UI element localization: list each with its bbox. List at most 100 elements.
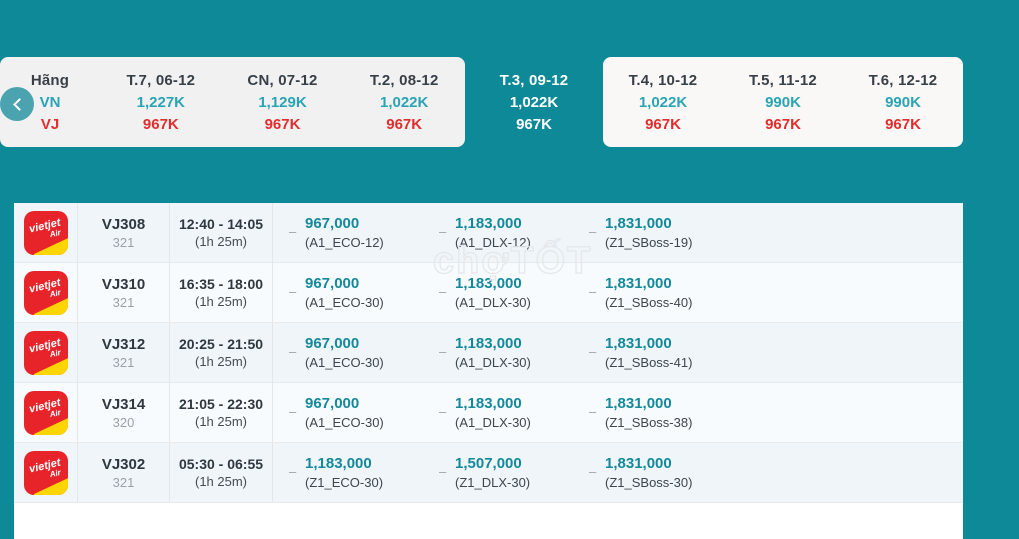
fare-option[interactable]: – 1,183,000 (A1_DLX-30) — [439, 275, 589, 310]
chevron-left-icon — [12, 97, 26, 111]
fare-option[interactable]: – 1,831,000 (Z1_SBoss-19) — [589, 215, 739, 250]
flight-number: VJ310 — [101, 275, 146, 293]
flight-duration: (1h 25m) — [194, 234, 248, 249]
flight-time-cell: 21:05 - 22:30 (1h 25m) — [170, 383, 273, 442]
flight-row-VJ308: vietjet Air VJ308 321 12:40 - 14:05 (1h 2… — [14, 203, 963, 263]
airline-vj-label: VJ — [40, 115, 60, 133]
vn-price-label: 990K — [885, 93, 921, 111]
vj-price-label: 967K — [264, 115, 301, 133]
fare-option[interactable]: – 967,000 (A1_ECO-30) — [289, 395, 439, 430]
fare-class: (A1_ECO-30) — [305, 295, 384, 310]
flight-number: VJ314 — [101, 395, 146, 413]
aircraft-type: 320 — [112, 414, 135, 430]
date-label: CN, 07-12 — [247, 71, 318, 89]
fare-dash: – — [589, 344, 597, 359]
vietjet-logo-icon: vietjet Air — [23, 270, 68, 315]
fare-option[interactable]: – 1,183,000 (A1_DLX-30) — [439, 335, 589, 370]
flight-duration: (1h 25m) — [194, 294, 248, 309]
vn-price-label: 1,022K — [379, 93, 429, 111]
vn-price-label: 990K — [765, 93, 801, 111]
fare-dash: – — [289, 224, 297, 239]
fare-dash: – — [589, 404, 597, 419]
fare-class: (A1_ECO-30) — [305, 355, 384, 370]
fare-options: – 1,183,000 (Z1_ECO-30) – 1,507,000 (Z1_… — [273, 443, 963, 502]
date-label: T.4, 10-12 — [628, 71, 698, 89]
fare-class: (A1_ECO-30) — [305, 415, 384, 430]
fare-class: (A1_DLX-12) — [455, 235, 531, 250]
aircraft-type: 321 — [112, 474, 135, 490]
fare-option[interactable]: – 1,183,000 (A1_DLX-30) — [439, 395, 589, 430]
fare-option[interactable]: – 967,000 (A1_ECO-30) — [289, 335, 439, 370]
fare-option[interactable]: – 1,183,000 (A1_DLX-12) — [439, 215, 589, 250]
fare-price: 1,183,000 — [455, 215, 522, 232]
fare-options: – 967,000 (A1_ECO-12) – 1,183,000 (A1_DL… — [273, 203, 963, 262]
fare-option[interactable]: – 1,507,000 (Z1_DLX-30) — [439, 455, 589, 490]
date-label: T.6, 12-12 — [868, 71, 938, 89]
fare-option[interactable]: – 1,831,000 (Z1_SBoss-30) — [589, 455, 739, 490]
date-column-4-selected[interactable]: T.3, 09-12 1,022K 967K — [465, 57, 603, 147]
flight-duration: (1h 25m) — [194, 414, 248, 429]
fare-price: 1,831,000 — [605, 455, 672, 472]
vn-price-label: 1,227K — [136, 93, 186, 111]
fare-dash: – — [289, 404, 297, 419]
flight-time-cell: 20:25 - 21:50 (1h 25m) — [170, 323, 273, 382]
departure-arrival-time: 05:30 - 06:55 — [178, 456, 264, 472]
fare-price: 967,000 — [305, 335, 360, 352]
fare-dash: – — [589, 284, 597, 299]
airline-logo-cell: vietjet Air — [14, 383, 78, 442]
vietjet-logo-icon: vietjet Air — [23, 210, 68, 255]
fare-option[interactable]: – 1,831,000 (Z1_SBoss-38) — [589, 395, 739, 430]
fare-class: (Z1_SBoss-38) — [605, 415, 693, 430]
date-column-6[interactable]: T.5, 11-12 990K 967K — [723, 57, 843, 147]
date-column-7[interactable]: T.6, 12-12 990K 967K — [843, 57, 963, 147]
date-label: T.2, 08-12 — [369, 71, 439, 89]
fare-dash: – — [289, 284, 297, 299]
flight-number-cell: VJ314 320 — [78, 383, 170, 442]
fare-dash: – — [289, 464, 297, 479]
date-column-5[interactable]: T.4, 10-12 1,022K 967K — [603, 57, 723, 147]
fare-option[interactable]: – 1,831,000 (Z1_SBoss-41) — [589, 335, 739, 370]
fare-option[interactable]: – 1,831,000 (Z1_SBoss-40) — [589, 275, 739, 310]
fare-price: 967,000 — [305, 215, 360, 232]
airline-logo-cell: vietjet Air — [14, 323, 78, 382]
fare-class: (Z1_DLX-30) — [455, 475, 531, 490]
fare-dash: – — [439, 344, 447, 359]
airline-column: Hãng VN VJ — [0, 57, 100, 147]
fare-option[interactable]: – 967,000 (A1_ECO-30) — [289, 275, 439, 310]
fare-dash: – — [439, 284, 447, 299]
fare-option[interactable]: – 1,183,000 (Z1_ECO-30) — [289, 455, 439, 490]
back-button[interactable] — [0, 87, 34, 121]
flight-number: VJ302 — [101, 455, 146, 473]
date-label: T.5, 11-12 — [749, 71, 817, 89]
fare-dash: – — [589, 464, 597, 479]
date-label: T.3, 09-12 — [499, 71, 569, 89]
fare-price: 1,183,000 — [455, 335, 522, 352]
airline-logo-cell: vietjet Air — [14, 443, 78, 502]
fare-price: 967,000 — [305, 275, 360, 292]
fare-class: (Z1_SBoss-30) — [605, 475, 693, 490]
airline-logo-cell: vietjet Air — [14, 263, 78, 322]
flight-number-cell: VJ310 321 — [78, 263, 170, 322]
flight-time-cell: 05:30 - 06:55 (1h 25m) — [170, 443, 273, 502]
flight-duration: (1h 25m) — [194, 474, 248, 489]
fare-option[interactable]: – 967,000 (A1_ECO-12) — [289, 215, 439, 250]
date-column-1[interactable]: T.7, 06-12 1,227K 967K — [100, 57, 222, 147]
date-column-2[interactable]: CN, 07-12 1,129K 967K — [222, 57, 344, 147]
vj-price-label: 967K — [142, 115, 179, 133]
flight-row-VJ310: vietjet Air VJ310 321 16:35 - 18:00 (1h 2… — [14, 263, 963, 323]
fare-price: 1,183,000 — [455, 275, 522, 292]
vietjet-logo-icon: vietjet Air — [23, 390, 68, 435]
fare-class: (A1_ECO-12) — [305, 235, 384, 250]
vietjet-logo-icon: vietjet Air — [23, 450, 68, 495]
fare-class: (Z1_SBoss-41) — [605, 355, 693, 370]
flight-time-cell: 16:35 - 18:00 (1h 25m) — [170, 263, 273, 322]
flight-number-cell: VJ312 321 — [78, 323, 170, 382]
date-column-3[interactable]: T.2, 08-12 1,022K 967K — [343, 57, 465, 147]
fare-dash: – — [439, 224, 447, 239]
fare-price: 1,831,000 — [605, 275, 672, 292]
vn-price-label: 1,129K — [258, 93, 307, 111]
flight-number: VJ308 — [101, 215, 146, 233]
date-card-left: Hãng VN VJ T.7, 06-12 1,227K 967K CN, 07… — [0, 57, 465, 147]
flight-row-VJ312: vietjet Air VJ312 321 20:25 - 21:50 (1h 2… — [14, 323, 963, 383]
fare-dash: – — [439, 404, 447, 419]
